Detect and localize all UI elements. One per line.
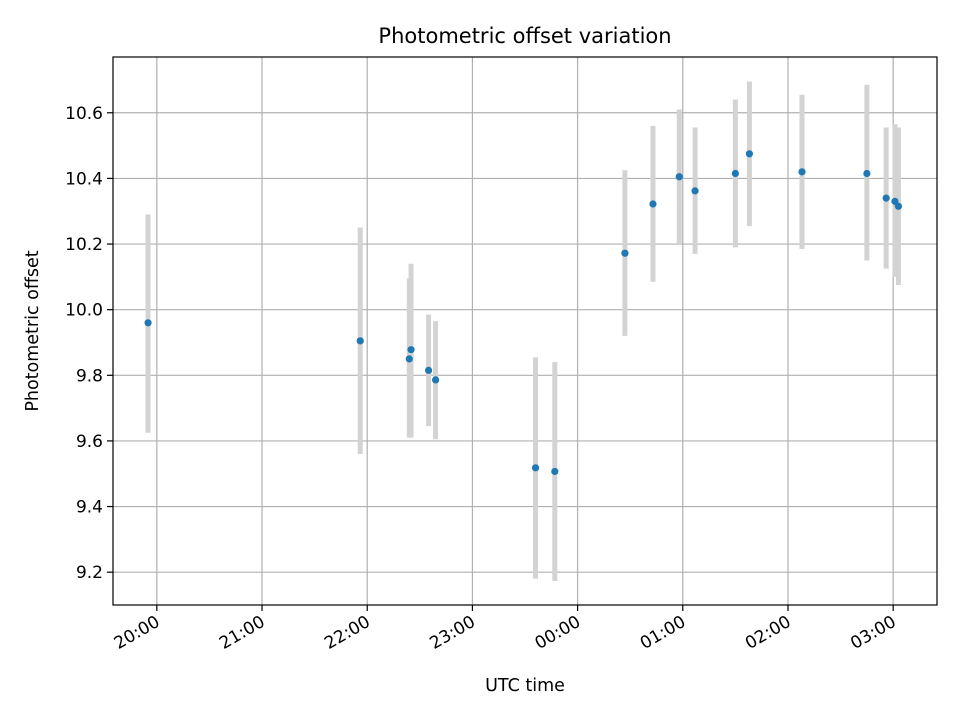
data-point	[356, 337, 364, 345]
data-point	[745, 150, 754, 158]
data-point	[675, 173, 683, 181]
y-tick-label: 10.6	[65, 104, 103, 124]
x-tick-label: 02:00	[742, 612, 794, 654]
y-tick-label: 9.8	[76, 366, 103, 386]
x-axis-label: UTC time	[485, 676, 565, 696]
y-tick-label: 9.2	[76, 563, 103, 583]
chart-title: Photometric offset variation	[378, 24, 671, 48]
data-point	[551, 467, 559, 476]
data-point	[649, 200, 657, 208]
y-tick-label: 10.0	[65, 301, 103, 321]
x-tick-label: 03:00	[847, 612, 899, 654]
y-axis-ticks: 9.2 9.4 9.6 9.8 10.0 10.2 10.4 10.6	[65, 104, 113, 583]
data-point	[405, 355, 413, 363]
data-point	[407, 346, 415, 354]
y-tick-label: 10.2	[65, 235, 103, 255]
y-tick-label: 9.4	[76, 498, 103, 518]
grid-layer	[113, 57, 937, 605]
x-tick-label: 23:00	[426, 612, 478, 654]
y-tick-label: 9.6	[76, 432, 103, 452]
data-point	[691, 187, 699, 195]
x-tick-label: 20:00	[111, 612, 163, 654]
y-axis-label: Photometric offset	[23, 250, 43, 411]
data-point	[424, 366, 433, 374]
data-point	[621, 249, 629, 257]
data-point	[731, 169, 739, 178]
data-point	[894, 202, 903, 210]
x-tick-label: 01:00	[637, 612, 689, 654]
data-point	[431, 376, 440, 384]
plot-frame	[112, 56, 938, 606]
data-point	[144, 319, 152, 327]
point-layer	[144, 150, 903, 476]
x-tick-label: 21:00	[216, 612, 268, 654]
y-tick-label: 10.4	[65, 169, 103, 189]
data-point	[882, 194, 890, 202]
x-tick-label: 22:00	[321, 612, 373, 654]
data-point	[863, 169, 871, 178]
data-point	[798, 168, 806, 176]
x-tick-label: 00:00	[532, 612, 584, 654]
x-axis-ticks: 20:00 21:00 22:00 23:00 00:00 01:00 02:00 03:00	[111, 605, 900, 654]
data-point	[531, 464, 540, 472]
